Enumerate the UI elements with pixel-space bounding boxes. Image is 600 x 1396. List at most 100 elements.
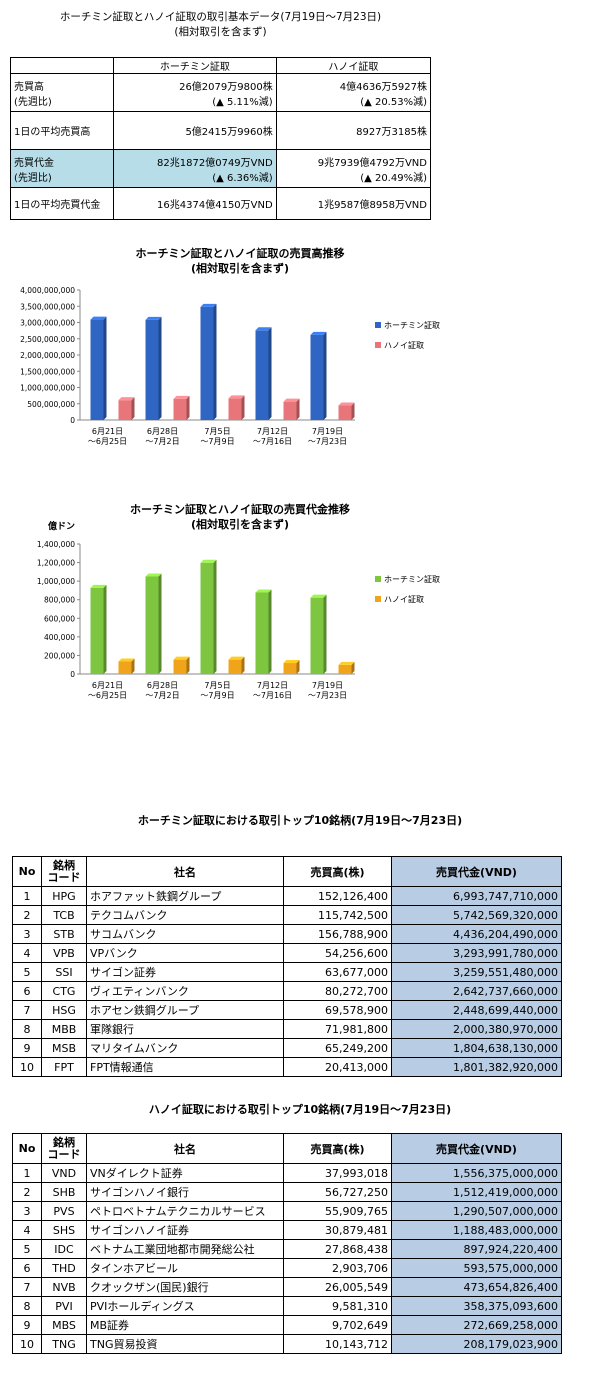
page-subtitle: (相対取引を含まず) (174, 26, 267, 38)
hn-top10-table: No 銘柄 コード 社名 売買高(株) 売買代金(VND) 1 VND VNダイレク… (12, 1133, 562, 1354)
hcm-top10-body: 1 HPG ホアファット鉄鋼グループ 152,126,400 6,993,747,710… (12, 886, 562, 1077)
row-company: クオックザン(国民)銀行 (86, 1277, 284, 1297)
chart1-x-label: 7月12日 (257, 427, 288, 436)
chart1-bar-side (158, 316, 162, 420)
chart1-legend-label: ハノイ証取 (384, 340, 424, 350)
row-no: 3 (12, 924, 42, 944)
row-value: 5,742,569,320,000 (391, 905, 562, 925)
row-volume: 65,249,200 (283, 1038, 392, 1058)
row-value: 3,293,991,780,000 (391, 943, 562, 963)
chart2-bar-top (255, 589, 272, 593)
chart2-bar-hcm (200, 562, 214, 674)
chart2-title: ホーチミン証取とハノイ証取の売買代金推移 (130, 503, 350, 516)
chart2-bar-top (310, 594, 327, 598)
hn-top10-body: 1 VND VNダイレクト証券 37,993,018 1,556,375,000,000… (12, 1163, 562, 1354)
chart2-legend-label: ホーチミン証取 (384, 574, 440, 584)
row-volume: 152,126,400 (283, 886, 392, 906)
row-label-main: 売買代金 (14, 157, 54, 169)
chart2-bar-hcm (310, 597, 324, 674)
chart2-x-label: ～7月23日 (308, 691, 347, 700)
row-volume: 115,742,500 (283, 905, 392, 925)
row-value: 2,448,699,440,000 (391, 1000, 562, 1020)
chart1-y-tick-label: 0 (70, 416, 75, 425)
row-volume: 26,005,549 (283, 1277, 392, 1297)
table-row: 6 CTG ヴィエティンバンク 80,272,700 2,642,737,660,000 (12, 981, 562, 1001)
chart1-x-label: 6月28日 (147, 427, 178, 436)
hcm-top10-title: ホーチミン証取における取引トップ10銘柄(7月19日～7月23日) (137, 814, 463, 827)
chart2-bar-hn (173, 659, 187, 674)
row-code: MBS (41, 1315, 87, 1335)
chart2-subtitle: (相対取引を含まず) (190, 518, 290, 531)
chart2-bar-top (118, 658, 135, 662)
table-row: 10 TNG TNG貿易投資 10,143,712 208,179,023,900 (12, 1334, 562, 1354)
row-volume: 2,903,706 (283, 1258, 392, 1278)
chart2-legend-swatch (375, 596, 381, 602)
row-value: 358,375,093,600 (391, 1296, 562, 1316)
chart2-x-label: 6月21日 (92, 681, 123, 690)
volume-chart: 0 500,000,000 1,000,000,000 1,500,000,000 2,… (20, 286, 440, 446)
row-label: 売買代金 (先週比) (10, 149, 114, 188)
table-header-row: No 銘柄 コード 社名 売買高(株) 売買代金(VND) (12, 856, 562, 887)
chart1-bar-top (310, 331, 327, 335)
hcm-value-cell: 82兆1872億0749万VND (▲ 6.36%減) (113, 149, 277, 188)
row-code: SSI (41, 962, 87, 982)
row-value: 1,804,638,130,000 (391, 1038, 562, 1058)
row-company: テクコムバンク (86, 905, 284, 925)
page-title-block: ホーチミン証取とハノイ証取の取引基本データ(7月19日～7月23日) (相対取引… (10, 10, 431, 40)
chart1-title-block: ホーチミン証取とハノイ証取の売買高推移 (相対取引を含まず) (60, 246, 420, 276)
chart1-bar-side (103, 316, 107, 420)
row-company: サイゴンハノイ銀行 (86, 1182, 284, 1202)
chart2-y-tick-label: 0 (70, 670, 75, 679)
row-value: 1,556,375,000,000 (391, 1163, 562, 1183)
chart2-bar-top (283, 660, 300, 664)
row-label-main: 売買高 (14, 81, 44, 93)
table-row: 8 MBB 軍隊銀行 71,981,800 2,000,380,970,000 (12, 1019, 562, 1039)
row-volume: 54,256,600 (283, 943, 392, 963)
row-company: タインホアビール (86, 1258, 284, 1278)
row-company: FPT情報通信 (86, 1057, 284, 1077)
table-row: 1日の平均売買代金 16兆4374億4150万VND 1兆9587億8958万V… (10, 187, 432, 220)
chart1-bar-top (228, 395, 245, 399)
chart2-x-label: ～6月25日 (88, 691, 127, 700)
row-code: PVS (41, 1201, 87, 1221)
row-company: VPバンク (86, 943, 284, 963)
row-value: 897,924,220,400 (391, 1239, 562, 1259)
row-company: ベトナム工業団地都市開発総公社 (86, 1239, 284, 1259)
hcm-volume-cell: 26億2079万9800株 (▲ 5.11%減) (113, 73, 277, 112)
table-row: 8 PVI PVIホールディングス 9,581,310 358,375,093,600 (12, 1296, 562, 1316)
chart1-bar-top (145, 316, 162, 320)
chart1-bar-side (268, 327, 272, 420)
table-row: 1日の平均売買高 5億2415万9960株 8927万3185株 (10, 111, 432, 150)
chart2-y-tick-label: 400,000 (44, 633, 75, 642)
hcm-volume-change: (▲ 5.11%減) (212, 96, 273, 108)
row-code: NVB (41, 1277, 87, 1297)
row-no: 9 (12, 1038, 42, 1058)
chart2-y-tick-label: 600,000 (44, 614, 75, 623)
row-value: 208,179,023,900 (391, 1334, 562, 1354)
table-row: 4 SHS サイゴンハノイ証券 30,879,481 1,188,483,000,000 (12, 1220, 562, 1240)
row-label-sub: (先週比) (14, 172, 52, 184)
header-no: No (12, 1133, 42, 1164)
chart1-x-label: ～7月9日 (200, 437, 234, 446)
header-value: 売買代金(VND) (391, 856, 562, 887)
chart1-bar-top (255, 327, 272, 331)
hcm-top10-table: No 銘柄 コード 社名 売買高(株) 売買代金(VND) 1 HPG ホアファット… (12, 856, 562, 1077)
row-no: 6 (12, 981, 42, 1001)
chart2-x-label: ～7月16日 (253, 691, 292, 700)
chart2-bar-hcm (90, 587, 104, 674)
hcm-value: 82兆1872億0749万VND (157, 157, 273, 169)
row-volume: 71,981,800 (283, 1019, 392, 1039)
row-value: 2,000,380,970,000 (391, 1019, 562, 1039)
hn-avg-volume: 8927万3185株 (275, 111, 432, 150)
chart1-y-tick-label: 500,000,000 (27, 400, 75, 409)
chart1-bar-top (90, 316, 107, 320)
chart1-bar-side (186, 395, 190, 420)
row-company: サコムバンク (86, 924, 284, 944)
chart1-x-label: 6月21日 (92, 427, 123, 436)
chart1-y-tick-label: 1,000,000,000 (20, 384, 75, 393)
chart1-x-label: ～7月23日 (308, 437, 347, 446)
chart1-bar-hcm (310, 334, 324, 420)
row-company: マリタイムバンク (86, 1038, 284, 1058)
page-title: ホーチミン証取とハノイ証取の取引基本データ(7月19日～7月23日) (59, 11, 382, 23)
row-value: 1,188,483,000,000 (391, 1220, 562, 1240)
